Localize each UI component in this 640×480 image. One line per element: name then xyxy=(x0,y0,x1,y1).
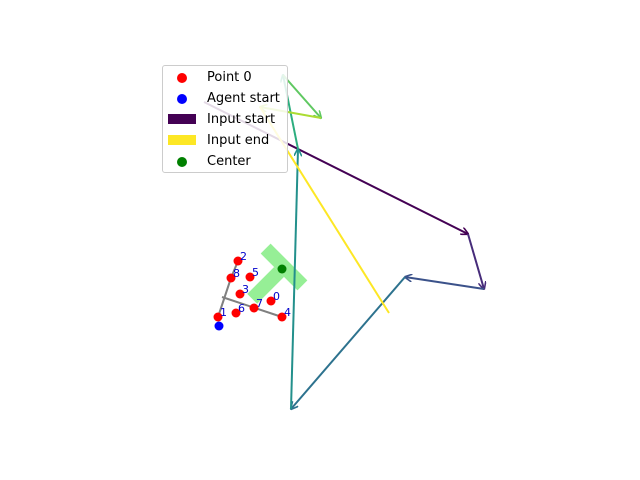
legend-item-input-end: Input end xyxy=(163,131,289,152)
point-5-label: 5 xyxy=(252,266,259,279)
legend-item-center: Center xyxy=(163,152,289,173)
legend-item-input-start: Input start xyxy=(163,110,289,131)
legend-label-agent-start: Agent start xyxy=(207,90,280,107)
agent-start-marker xyxy=(215,322,224,331)
legend: Point 0 Agent start Input start Input en… xyxy=(162,65,288,173)
legend-marker-point xyxy=(177,73,187,83)
legend-patch-input-start xyxy=(168,114,196,124)
input-path-segment-2 xyxy=(405,277,484,289)
input-path-segment-3 xyxy=(291,277,405,409)
legend-marker-agent-start xyxy=(177,94,187,104)
legend-patch-input-end xyxy=(168,135,196,145)
point-1-label: 1 xyxy=(220,306,227,319)
point-2-label: 2 xyxy=(240,250,247,263)
point-7-label: 7 xyxy=(256,297,263,310)
legend-label-center: Center xyxy=(207,153,251,170)
center-marker xyxy=(278,265,287,274)
point-8-label: 8 xyxy=(233,267,240,280)
legend-marker-center xyxy=(177,157,187,167)
input-path-segment-1 xyxy=(468,234,484,289)
point-4-label: 4 xyxy=(284,306,291,319)
legend-item-point: Point 0 xyxy=(163,68,289,89)
point-0-label: 0 xyxy=(273,290,280,303)
legend-item-agent-start: Agent start xyxy=(163,89,289,110)
legend-label-input-end: Input end xyxy=(207,132,269,149)
point-3-label: 3 xyxy=(242,283,249,296)
point-6-label: 6 xyxy=(238,302,245,315)
legend-label-point: Point 0 xyxy=(207,69,252,86)
legend-label-input-start: Input start xyxy=(207,111,275,128)
